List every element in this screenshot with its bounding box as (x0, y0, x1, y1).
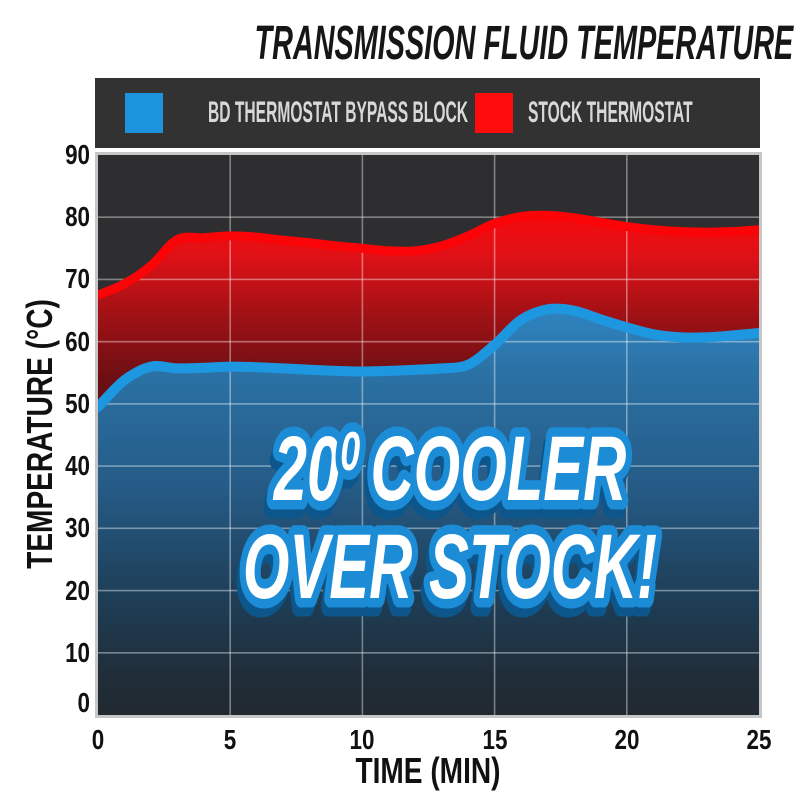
plot-area: 200 COOLER OVER STOCK! (95, 152, 762, 718)
y-tick-label: 40 (65, 450, 90, 482)
area-bd-thermostat (98, 308, 759, 715)
x-tick-label: 5 (223, 724, 237, 755)
line-bd-thermostat (98, 303, 759, 412)
chart-title: TRANSMISSION FLUID TEMPERATURE (254, 17, 794, 70)
legend-label-bd: BD THERMOSTAT BYPASS BLOCK (208, 96, 468, 129)
y-tick-label: 0 (77, 687, 90, 718)
x-tick-label: 0 (91, 724, 105, 755)
x-axis-title: TIME (MIN) (354, 750, 501, 791)
overlay-line-1: 200 COOLER (272, 418, 626, 520)
y-tick-label: 80 (65, 201, 90, 233)
y-tick-label: 10 (65, 636, 90, 668)
legend: BD THERMOSTAT BYPASS BLOCK STOCK THERMOS… (95, 78, 760, 148)
overlay-line-2: OVER STOCK! (243, 516, 657, 618)
y-tick-label: 60 (65, 325, 90, 357)
overlay-line1-num: 20 (272, 418, 340, 520)
y-tick-label: 90 (65, 139, 90, 170)
overlay-line1-rest: COOLER (371, 418, 627, 520)
line-stock-thermostat (98, 210, 759, 300)
chart-title-wrap: TRANSMISSION FLUID TEMPERATURE (75, 16, 794, 71)
chart-svg: 200 COOLER OVER STOCK! (98, 155, 759, 715)
x-axis-title-wrap: TIME (MIN) (95, 750, 760, 792)
overlay-degree-sup: 0 (340, 420, 360, 482)
legend-label-stock: STOCK THERMOSTAT (528, 96, 693, 129)
y-tick-label: 30 (65, 512, 90, 544)
areas-layer (98, 215, 759, 715)
legend-swatch-bd (125, 93, 163, 133)
x-tick-label: 25 (746, 724, 772, 755)
y-tick-label: 50 (65, 387, 90, 419)
lines-layer (98, 210, 759, 412)
overlay-text: 200 COOLER OVER STOCK! (235, 411, 664, 626)
x-tick-label: 10 (349, 724, 375, 755)
x-tick-label: 20 (614, 724, 640, 755)
y-tick-label: 70 (65, 263, 90, 295)
x-tick-label: 15 (482, 724, 508, 755)
legend-swatch-stock (475, 93, 513, 133)
y-tick-label: 20 (65, 574, 90, 606)
grid-layer (98, 155, 759, 715)
